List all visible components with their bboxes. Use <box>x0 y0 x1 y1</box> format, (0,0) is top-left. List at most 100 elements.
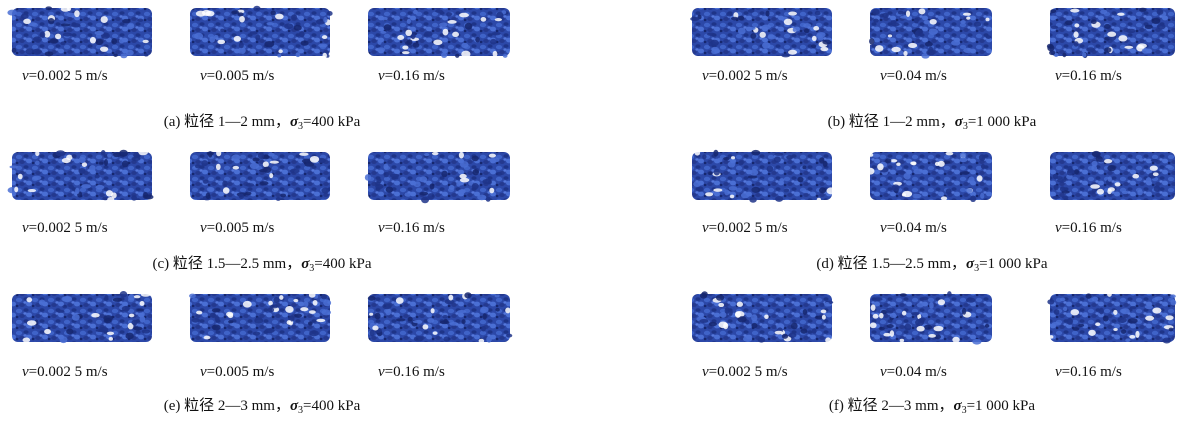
particle <box>246 183 254 187</box>
particle <box>933 326 943 331</box>
particle <box>1165 165 1172 168</box>
particle <box>383 164 388 170</box>
velocity-value: =0.04 m/s <box>887 220 947 236</box>
particle <box>290 169 300 174</box>
particle <box>873 314 879 319</box>
velocity-label: v=0.005 m/s <box>200 220 274 236</box>
specimen-image <box>368 8 510 56</box>
particle <box>72 154 77 158</box>
caption-text: (f) 粒径 2—3 mm， <box>829 397 954 414</box>
particle <box>1062 196 1068 199</box>
particle <box>782 334 788 339</box>
particle <box>60 336 68 343</box>
particle <box>966 297 975 302</box>
particle <box>724 189 729 195</box>
particle <box>1139 8 1146 12</box>
particle <box>450 322 459 326</box>
particle <box>231 154 240 160</box>
particle <box>477 195 486 201</box>
particle <box>133 326 142 330</box>
particle <box>486 197 491 202</box>
caption: (c) 粒径 1.5—2.5 mm，σ3=400 kPa <box>152 255 371 274</box>
particle <box>433 39 442 45</box>
particle <box>1135 331 1139 338</box>
particle <box>1124 46 1133 49</box>
particle <box>869 38 874 44</box>
particle <box>866 168 874 175</box>
particle <box>327 11 333 16</box>
particle <box>904 324 911 331</box>
velocity-label: v=0.002 5 m/s <box>22 220 108 236</box>
particle <box>900 339 904 342</box>
particle <box>1169 328 1174 332</box>
particle <box>891 20 897 23</box>
particle <box>475 37 480 43</box>
particle <box>751 323 757 329</box>
particle <box>960 152 967 158</box>
particle <box>503 54 508 58</box>
particle <box>970 196 976 203</box>
particle <box>419 176 427 182</box>
particle <box>1121 308 1130 314</box>
particle <box>904 173 911 179</box>
particle <box>1091 19 1097 24</box>
particle <box>723 157 730 160</box>
particle <box>424 31 432 37</box>
particle <box>965 188 973 192</box>
particle <box>693 181 701 187</box>
particle <box>762 42 771 48</box>
caption: (b) 粒径 1—2 mm，σ3=1 000 kPa <box>828 113 1037 132</box>
particle <box>786 155 793 160</box>
particle <box>1170 294 1176 298</box>
particle <box>1097 189 1104 195</box>
particle <box>1125 338 1130 342</box>
particle <box>405 30 412 36</box>
particle <box>45 51 54 56</box>
particle <box>479 339 485 343</box>
particle <box>947 291 952 297</box>
particle <box>1054 309 1060 315</box>
particle <box>924 325 932 330</box>
velocity-label: v=0.04 m/s <box>880 68 947 84</box>
particle <box>459 13 469 18</box>
particle <box>748 175 758 178</box>
particle <box>90 37 96 44</box>
particle <box>1129 335 1135 339</box>
particle <box>98 327 108 332</box>
particle <box>869 153 874 157</box>
velocity-label: v=0.16 m/s <box>378 364 445 380</box>
particle <box>433 331 438 334</box>
particle <box>107 332 114 335</box>
particle <box>284 23 293 29</box>
particle <box>802 190 809 193</box>
particle <box>448 295 453 301</box>
particle <box>456 181 461 186</box>
particle <box>91 313 100 318</box>
particle <box>1117 317 1127 323</box>
particle <box>1142 48 1150 53</box>
particle <box>369 313 373 316</box>
velocity-value: =0.16 m/s <box>1062 68 1122 84</box>
particle <box>293 299 298 302</box>
particle <box>1049 335 1053 339</box>
particle <box>716 295 724 301</box>
particle <box>321 187 329 193</box>
particle <box>938 299 945 305</box>
particle <box>891 47 900 52</box>
particle <box>966 17 970 20</box>
particle <box>1099 308 1104 315</box>
particle <box>781 54 790 58</box>
particle <box>275 14 284 20</box>
particle <box>383 172 388 177</box>
particle <box>141 292 151 296</box>
particle <box>1050 9 1056 13</box>
particle <box>233 166 239 170</box>
particle <box>823 161 828 167</box>
particle <box>210 313 216 318</box>
particle <box>79 157 86 163</box>
particle <box>464 292 471 298</box>
particle <box>384 24 392 30</box>
particle <box>111 38 117 44</box>
particle <box>491 32 500 35</box>
particle <box>222 181 227 188</box>
